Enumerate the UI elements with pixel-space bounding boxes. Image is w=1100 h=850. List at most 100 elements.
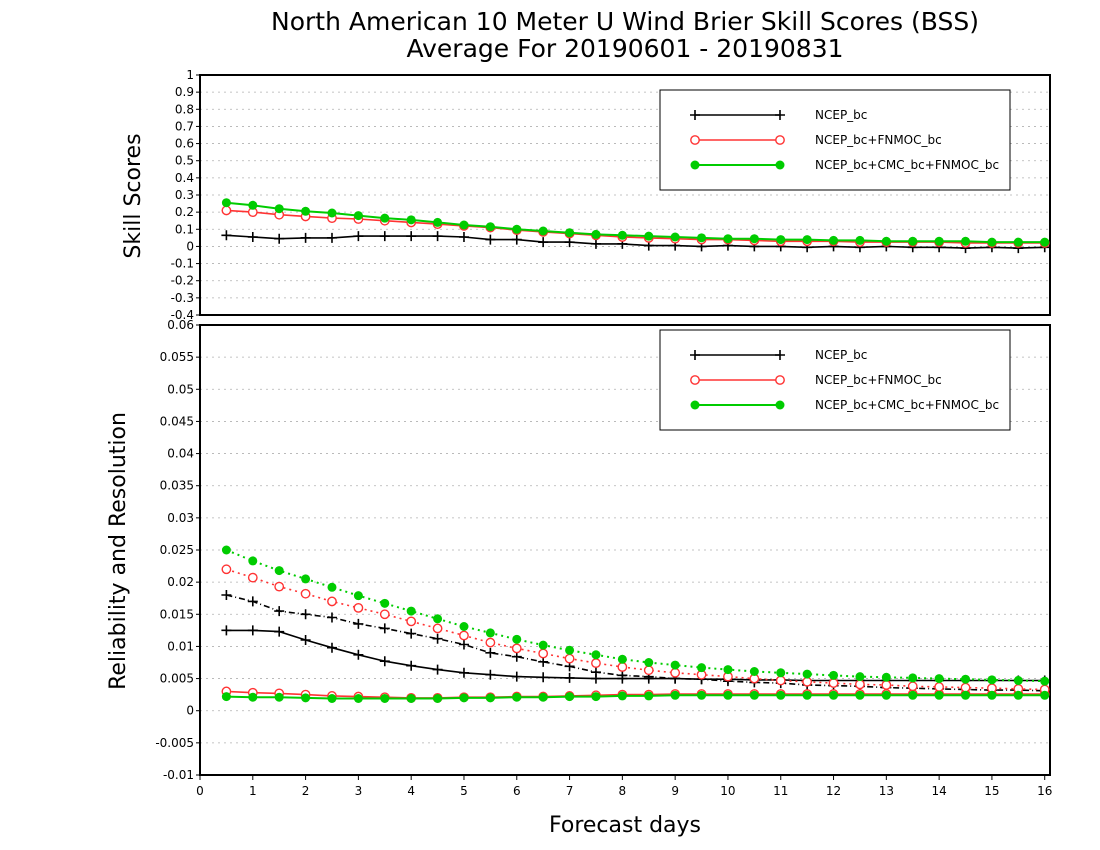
- y-tick-label: 0.04: [167, 447, 194, 461]
- x-axis-label: Forecast days: [549, 813, 701, 838]
- legend-marker: [775, 110, 785, 120]
- y-tick-label: 0.7: [175, 119, 194, 133]
- data-point: [908, 690, 918, 700]
- y-tick-label: 0.025: [160, 543, 194, 557]
- data-point: [855, 235, 865, 245]
- data-point: [829, 235, 839, 245]
- series-line: [226, 549, 1045, 683]
- data-point: [670, 232, 680, 242]
- legend-label: NCEP_bc+FNMOC_bc: [815, 373, 942, 387]
- data-point: [828, 678, 839, 688]
- data-point: [433, 614, 443, 624]
- data-point: [1013, 237, 1023, 247]
- data-point: [300, 232, 311, 243]
- data-point: [802, 690, 812, 700]
- y-tick-label: 0.055: [160, 350, 194, 364]
- data-point: [379, 609, 390, 620]
- data-point: [432, 633, 443, 644]
- x-tick-label: 0: [196, 784, 204, 798]
- data-point: [617, 662, 628, 672]
- data-point: [300, 609, 311, 620]
- data-point: [247, 596, 258, 607]
- data-point: [723, 665, 733, 675]
- data-point: [564, 653, 575, 664]
- data-point: [406, 628, 417, 639]
- data-point: [380, 694, 390, 703]
- y-tick-label: 0.035: [160, 479, 194, 493]
- data-point: [274, 626, 285, 637]
- legend-label: NCEP_bc: [815, 348, 867, 362]
- data-point: [934, 690, 944, 700]
- data-point: [301, 693, 311, 703]
- reliability-resolution-panel: -0.01 -0.005 0 0.005 0.01 0.015 0.02 0.025 0.03 0…: [155, 318, 1052, 798]
- data-point: [300, 588, 311, 599]
- x-tick-label: 9: [671, 784, 679, 798]
- data-point: [881, 690, 891, 700]
- data-point: [855, 690, 865, 700]
- legend-label: NCEP_bc+FNMOC_bc: [815, 133, 942, 147]
- data-point: [987, 690, 997, 700]
- data-point: [749, 667, 759, 676]
- legend-marker: [775, 350, 785, 360]
- series-line: [226, 568, 1045, 691]
- data-point: [459, 693, 469, 703]
- data-point: [617, 654, 627, 664]
- data-point: [458, 639, 469, 650]
- series-line: [226, 629, 1045, 682]
- data-point: [961, 674, 971, 684]
- y-tick-label: -0.3: [171, 291, 194, 305]
- legend-marker: [690, 110, 700, 120]
- data-point: [353, 649, 364, 660]
- chart-title-line1: North American 10 Meter U Wind Brier Ski…: [271, 7, 979, 36]
- y-tick-label: 0.02: [167, 575, 194, 589]
- data-point: [433, 217, 443, 227]
- data-point: [987, 675, 997, 685]
- data-point: [274, 581, 285, 592]
- y-tick-label: 0: [186, 239, 194, 253]
- data-point: [776, 235, 786, 245]
- x-tick-label: 8: [619, 784, 627, 798]
- y-tick-label: 0.3: [175, 188, 194, 202]
- y-tick-label: 1: [186, 68, 194, 82]
- data-point: [327, 694, 337, 703]
- data-point: [353, 231, 364, 242]
- data-point: [379, 623, 390, 634]
- data-point: [697, 233, 707, 243]
- y-tick-label: 0.045: [160, 414, 194, 428]
- y-tick-label: 0.9: [175, 85, 194, 99]
- data-point: [221, 625, 232, 636]
- data-point: [248, 556, 258, 566]
- data-point: [776, 690, 786, 700]
- data-point: [934, 236, 944, 246]
- x-tick-label: 3: [355, 784, 363, 798]
- data-point: [459, 630, 469, 641]
- legend-marker: [690, 375, 700, 385]
- data-point: [327, 596, 337, 607]
- data-point: [485, 628, 495, 638]
- legend-marker: [775, 375, 785, 385]
- legend-marker: [775, 400, 785, 410]
- data-point: [538, 237, 549, 248]
- data-point: [379, 231, 390, 242]
- data-point: [221, 198, 231, 208]
- data-point: [934, 682, 945, 692]
- data-point: [406, 231, 417, 242]
- data-point: [564, 672, 575, 683]
- legend-label: NCEP_bc+CMC_bc+FNMOC_bc: [815, 398, 999, 412]
- plot-frame: [199, 324, 1051, 776]
- series-line: [226, 594, 1045, 692]
- data-point: [380, 598, 390, 608]
- data-point: [221, 545, 231, 555]
- x-tick-label: 14: [931, 784, 946, 798]
- data-point: [802, 676, 813, 687]
- data-point: [697, 663, 707, 673]
- data-point: [617, 230, 627, 240]
- data-point: [538, 648, 549, 659]
- legend-marker: [690, 350, 700, 360]
- data-point: [274, 606, 285, 617]
- data-point: [670, 690, 680, 700]
- data-point: [908, 673, 918, 683]
- data-point: [221, 230, 232, 241]
- data-point: [406, 660, 417, 671]
